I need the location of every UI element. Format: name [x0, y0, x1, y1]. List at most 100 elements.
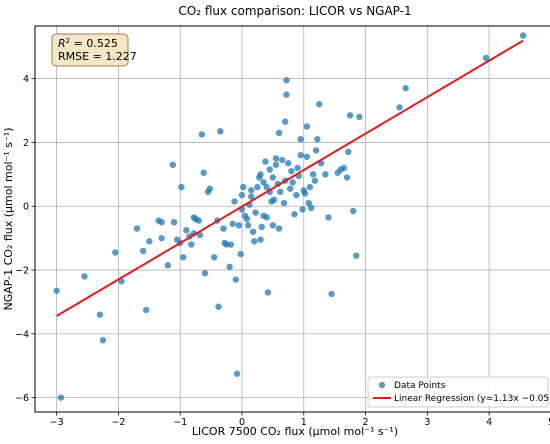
data-point: [248, 187, 255, 194]
data-point: [346, 112, 354, 119]
data-point: [286, 185, 294, 192]
data-point: [81, 273, 88, 280]
data-point: [275, 129, 283, 137]
y-tick-label: 4: [23, 74, 29, 85]
stats-r2-exponent: 2: [66, 37, 70, 45]
data-point: [183, 226, 190, 234]
data-point: [272, 155, 280, 162]
data-point: [270, 196, 278, 204]
data-point: [257, 236, 264, 243]
data-point: [217, 128, 224, 135]
data-point: [169, 161, 176, 168]
legend-frame: [367, 376, 549, 408]
data-point: [306, 183, 314, 191]
y-tick-label: 0: [23, 202, 29, 213]
data-point: [328, 290, 335, 298]
data-point: [240, 183, 247, 191]
data-point: [237, 250, 244, 258]
y-tick-label: −4: [15, 329, 29, 340]
data-point: [264, 289, 272, 296]
data-point: [275, 225, 283, 232]
data-point: [188, 241, 195, 248]
data-point: [231, 198, 238, 205]
data-point: [283, 91, 290, 98]
regression-line: [56, 39, 524, 317]
data-point: [349, 207, 357, 215]
data-point: [227, 241, 235, 248]
legend-label-regression: Linear Regression (y=1.13x −0.05): [394, 394, 550, 404]
data-point: [266, 166, 273, 173]
data-point: [262, 158, 269, 165]
x-tick-label: 0: [239, 417, 245, 428]
data-point: [249, 228, 257, 235]
data-point: [53, 287, 60, 294]
data-point: [272, 161, 280, 168]
data-point: [288, 167, 295, 175]
data-point: [252, 209, 259, 216]
stats-box-frame: [51, 33, 129, 67]
data-point: [277, 188, 284, 196]
data-point: [482, 54, 490, 62]
data-point: [353, 252, 360, 259]
data-point: [99, 337, 107, 344]
data-point: [312, 147, 320, 154]
data-point: [269, 174, 277, 181]
x-tick-label: 1: [301, 417, 307, 428]
data-point: [283, 77, 290, 84]
data-point: [297, 151, 304, 159]
data-point: [233, 370, 241, 377]
data-point: [356, 113, 363, 121]
data-point: [248, 193, 255, 200]
legend-marker-points: [378, 381, 386, 389]
data-point: [238, 191, 246, 199]
data-point: [158, 218, 165, 226]
data-point: [180, 254, 187, 261]
data-point: [289, 179, 296, 186]
data-layer: [53, 32, 527, 401]
data-point: [322, 171, 329, 178]
chart-title: CO₂ flux comparison: LICOR vs NGAP-1: [178, 4, 411, 18]
data-point: [254, 183, 261, 191]
x-tick-label: −1: [173, 417, 187, 428]
legend: Data Points Linear Regression (y=1.13x −…: [367, 376, 550, 408]
data-point: [282, 118, 289, 125]
data-point: [402, 85, 409, 92]
data-point: [244, 222, 252, 229]
x-tick-label: −3: [50, 417, 64, 428]
data-point: [215, 303, 222, 310]
data-point: [519, 32, 527, 39]
data-point: [396, 104, 403, 111]
data-point: [258, 223, 265, 231]
data-point: [235, 222, 243, 229]
data-point: [263, 183, 270, 191]
data-point: [96, 311, 104, 318]
data-point: [303, 153, 311, 160]
stats-r2-value: = 0.525: [70, 37, 118, 50]
y-tick-label: −2: [15, 266, 29, 277]
plot-frame: [34, 25, 550, 413]
data-point: [260, 179, 267, 186]
data-point: [143, 306, 150, 314]
data-point: [343, 174, 351, 181]
data-point: [257, 171, 264, 178]
data-point: [305, 199, 312, 207]
data-point: [229, 220, 236, 227]
x-tick-label: 5: [548, 417, 550, 428]
data-point: [201, 270, 209, 277]
data-point: [345, 148, 352, 156]
stats-r2: R2 = 0.525: [58, 37, 118, 50]
data-point: [301, 190, 309, 197]
data-point: [146, 238, 153, 245]
data-point: [139, 247, 147, 255]
data-point: [293, 191, 300, 199]
data-point: [251, 238, 258, 245]
data-point: [297, 136, 304, 143]
data-point: [278, 156, 286, 164]
data-point: [299, 206, 306, 213]
data-point: [303, 123, 311, 130]
y-axis-label: NGAP-1 CO₂ flux (μmol mol⁻¹ s⁻¹): [2, 127, 15, 310]
data-point: [316, 100, 323, 108]
axis-ticks: −3 −2 −1 0 1 2 3 4 5 −6 −4 −2 0 2 4: [15, 74, 550, 428]
